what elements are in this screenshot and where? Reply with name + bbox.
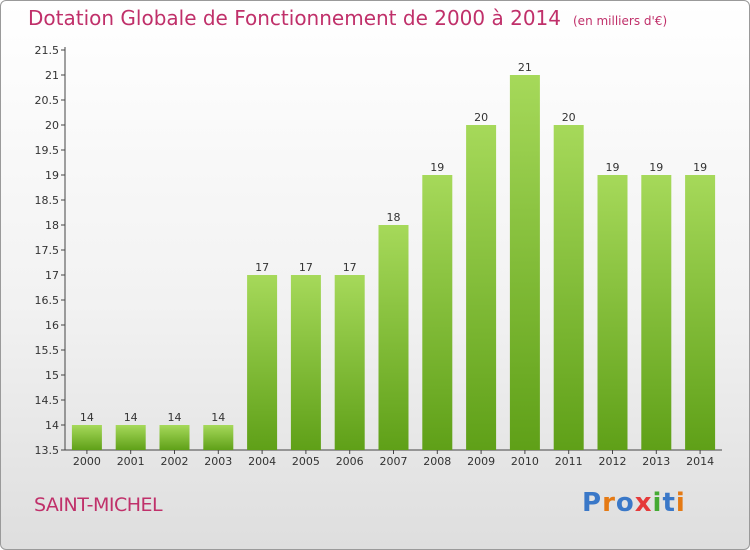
data-label: 14 (124, 411, 138, 424)
bar (334, 275, 365, 450)
logo-letter: r (602, 488, 616, 518)
proxiti-logo: Proxiti (582, 488, 686, 518)
data-label: 18 (387, 211, 401, 224)
y-tick-label: 20 (45, 119, 59, 132)
x-tick-label: 2011 (555, 455, 583, 468)
y-tick-label: 18 (45, 219, 59, 232)
y-tick-label: 20.5 (35, 94, 60, 107)
logo-letter: x (634, 488, 653, 518)
data-label: 17 (343, 261, 357, 274)
data-label: 14 (211, 411, 225, 424)
data-label: 19 (430, 161, 444, 174)
chart-title: Dotation Globale de Fonctionnement de 20… (28, 6, 667, 30)
bar (378, 225, 409, 450)
y-tick-label: 17 (45, 269, 59, 282)
bar (290, 275, 321, 450)
y-tick-label: 21 (45, 69, 59, 82)
data-label: 19 (649, 161, 663, 174)
x-tick-label: 2009 (467, 455, 495, 468)
logo-letter: t (662, 488, 676, 518)
y-tick-label: 16 (45, 319, 59, 332)
chart-title-text: Dotation Globale de Fonctionnement de 20… (28, 6, 561, 30)
y-tick-label: 13.5 (35, 444, 60, 457)
bar (553, 125, 584, 450)
x-tick-label: 2001 (117, 455, 145, 468)
x-tick-label: 2014 (686, 455, 714, 468)
y-tick-label: 18.5 (35, 194, 60, 207)
bar (422, 175, 453, 450)
bar (466, 125, 497, 450)
data-label: 19 (606, 161, 620, 174)
data-label: 21 (518, 61, 532, 74)
y-tick-label: 15 (45, 369, 59, 382)
logo-letter: o (615, 488, 635, 518)
x-tick-label: 2004 (248, 455, 276, 468)
bar (509, 75, 540, 450)
logo-letter: i (675, 488, 686, 518)
x-tick-label: 2006 (336, 455, 364, 468)
data-label: 17 (255, 261, 269, 274)
y-tick-label: 14 (45, 419, 59, 432)
x-tick-label: 2012 (599, 455, 627, 468)
y-tick-label: 19 (45, 169, 59, 182)
x-tick-label: 2010 (511, 455, 539, 468)
data-label: 14 (168, 411, 182, 424)
x-tick-label: 2007 (380, 455, 408, 468)
bar (203, 425, 234, 450)
y-tick-label: 21.5 (35, 44, 60, 57)
x-tick-label: 2002 (161, 455, 189, 468)
data-label: 17 (299, 261, 313, 274)
logo-letter: i (652, 488, 663, 518)
x-tick-label: 2005 (292, 455, 320, 468)
data-label: 20 (474, 111, 488, 124)
chart-unit: (en milliers d'€) (573, 14, 668, 28)
data-label: 19 (693, 161, 707, 174)
bar (641, 175, 672, 450)
bar (247, 275, 278, 450)
x-tick-label: 2000 (73, 455, 101, 468)
y-tick-label: 17.5 (35, 244, 60, 257)
data-label: 20 (562, 111, 576, 124)
y-tick-label: 16.5 (35, 294, 60, 307)
x-tick-label: 2008 (423, 455, 451, 468)
y-tick-label: 19.5 (35, 144, 60, 157)
y-tick-label: 15.5 (35, 344, 60, 357)
bar (597, 175, 628, 450)
logo-letter: P (582, 488, 603, 518)
bar (685, 175, 716, 450)
x-tick-label: 2013 (642, 455, 670, 468)
bar (71, 425, 102, 450)
commune-name: SAINT-MICHEL (34, 494, 163, 516)
bar (159, 425, 190, 450)
data-label: 14 (80, 411, 94, 424)
y-tick-label: 14.5 (35, 394, 60, 407)
x-tick-label: 2003 (204, 455, 232, 468)
bar (115, 425, 146, 450)
